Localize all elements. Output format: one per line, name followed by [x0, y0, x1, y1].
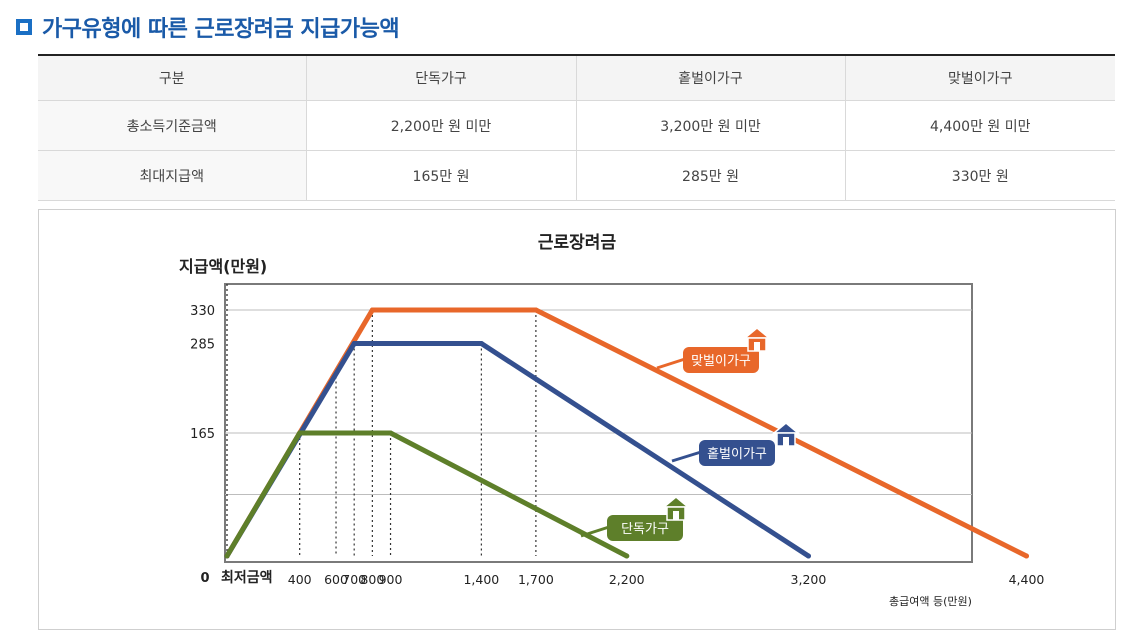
house-roof [661, 496, 691, 508]
column-header: 홑벌이가구 [575, 55, 845, 101]
x-tick-label: 1,400 [463, 572, 499, 587]
section-title: 가구유형에 따른 근로장려금 지급가능액 [42, 17, 400, 42]
callout-leader [671, 450, 702, 463]
house-door [673, 511, 679, 520]
series-point [478, 341, 484, 347]
series-label-box [607, 515, 683, 541]
eligibility-table: 구분 단독가구 홑벌이가구 맞벌이가구 총소득기준금액 2,200만 원 미만 … [38, 54, 1115, 201]
series-label-text: 홑벌이가구 [707, 447, 767, 462]
x-tick-label: 2,200 [609, 572, 645, 587]
series-label: 단독가구 [580, 496, 691, 541]
table-cell: 165만 원 [305, 150, 576, 201]
series-point [388, 430, 394, 436]
table-cell: 4,400만 원 미만 [844, 100, 1115, 151]
row-header: 최대지급액 [38, 150, 306, 201]
table-header-row: 구분 단독가구 홑벌이가구 맞벌이가구 [38, 55, 1115, 101]
table-row: 최대지급액 165만 원 285만 원 330만 원 [38, 150, 1115, 201]
series-point [805, 553, 811, 559]
series-label-text: 단독가구 [621, 522, 669, 537]
house-roof [742, 327, 772, 339]
series-point [351, 341, 357, 347]
table-cell: 330만 원 [844, 150, 1115, 201]
chart-title: 근로장려금 [538, 233, 617, 253]
row-header: 총소득기준금액 [38, 100, 306, 151]
series-point [297, 430, 303, 436]
table-cell: 3,200만 원 미만 [575, 100, 845, 151]
table-row: 총소득기준금액 2,200만 원 미만 3,200만 원 미만 4,400만 원… [38, 100, 1115, 151]
house-icon [771, 422, 801, 447]
x-tick-label: 3,200 [791, 572, 827, 587]
house-roof [771, 422, 801, 434]
x-tick-label: 900 [379, 572, 403, 587]
benefit-chart: 근로장려금 지급액(만원) 총급여액 등(만원) 0 최저금액 165 285 33… [179, 233, 1045, 608]
x-tick-label: 1,700 [518, 572, 554, 587]
table-cell: 285만 원 [575, 150, 845, 201]
house-icon [742, 327, 772, 352]
column-header: 단독가구 [305, 55, 576, 101]
house-icon [661, 496, 691, 521]
x-tick-label: 4,400 [1009, 572, 1045, 587]
minimum-amount-label: 최저금액 [221, 569, 273, 586]
series-line [224, 430, 630, 559]
series-label-box [699, 440, 775, 466]
x-axis-label: 총급여액 등(만원) [889, 595, 972, 608]
series-label-text: 맞벌이가구 [691, 354, 751, 369]
y-axis-label: 지급액(만원) [179, 257, 267, 276]
origin-label: 0 [200, 571, 209, 586]
callout-leader [656, 357, 686, 370]
house-door [754, 342, 760, 351]
series-label: 홑벌이가구 [671, 422, 801, 466]
square-bullet-icon [16, 19, 32, 35]
x-tick-label: 700 [342, 572, 366, 587]
callout-leader [580, 525, 610, 538]
table-cell: 2,200만 원 미만 [305, 100, 576, 151]
series-point [224, 553, 230, 559]
house-door [783, 437, 789, 446]
x-tick-label: 800 [360, 572, 384, 587]
x-tick-label: 600 [324, 572, 348, 587]
y-tick-label: 165 [190, 427, 215, 442]
series-label-box [683, 347, 759, 373]
series-point [369, 307, 375, 313]
column-header: 구분 [38, 55, 306, 101]
y-tick-label: 285 [190, 338, 215, 353]
series-point [533, 307, 539, 313]
plot-frame [224, 283, 973, 563]
y-tick-label: 330 [190, 304, 215, 319]
chart-container: 근로장려금 지급액(만원) 총급여액 등(만원) 0 최저금액 165 285 33… [38, 209, 1116, 630]
series-label: 맞벌이가구 [656, 327, 772, 373]
series-point [624, 553, 630, 559]
column-header: 맞벌이가구 [844, 55, 1115, 101]
section-header: 가구유형에 따른 근로장려금 지급가능액 [16, 12, 400, 42]
series-point [1023, 553, 1029, 559]
x-tick-label: 400 [288, 572, 312, 587]
